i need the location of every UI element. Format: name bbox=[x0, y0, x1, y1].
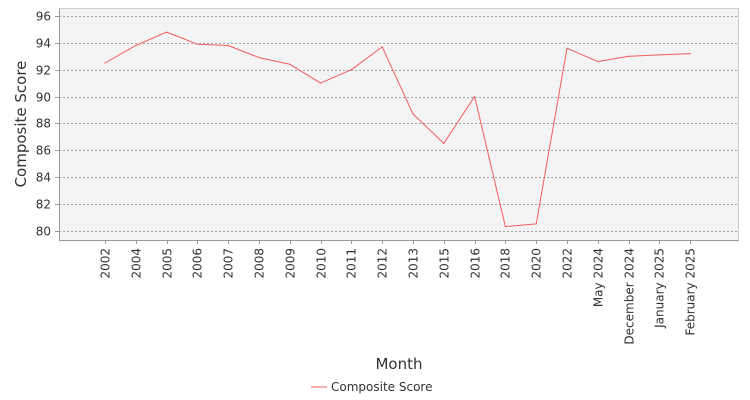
x-axis-ticks: 2002 2004 2005 2006 2007 2008 2009 2010 2011 2012… bbox=[99, 240, 698, 345]
x-axis-title: Month bbox=[375, 355, 422, 373]
y-tick-label-82: 82 bbox=[36, 198, 51, 212]
y-axis-ticks: 80 82 84 86 88 90 92 94 96 bbox=[36, 10, 59, 239]
x-tick-label-19: February 2025 bbox=[684, 248, 698, 336]
x-tick-label-17: December 2024 bbox=[623, 248, 637, 345]
series-layer bbox=[104, 31, 691, 228]
data-point-0-16 bbox=[597, 61, 599, 63]
x-tick-label-13: 2018 bbox=[499, 248, 513, 279]
x-tick-label-4: 2007 bbox=[222, 248, 236, 279]
data-point-0-6 bbox=[289, 63, 291, 65]
data-point-0-12 bbox=[474, 95, 476, 98]
data-point-0-1 bbox=[135, 44, 137, 47]
x-tick-label-6: 2009 bbox=[284, 248, 298, 279]
data-point-0-3 bbox=[196, 43, 198, 45]
plot-area bbox=[59, 8, 739, 240]
data-point-0-8 bbox=[350, 69, 352, 71]
data-point-0-7 bbox=[320, 82, 322, 84]
data-point-0-14 bbox=[535, 223, 537, 225]
data-point-0-4 bbox=[227, 44, 229, 47]
y-tick-label-80: 80 bbox=[36, 225, 51, 239]
x-tick-label-18: January 2025 bbox=[653, 248, 667, 329]
x-tick-label-5: 2008 bbox=[253, 248, 267, 279]
axes bbox=[59, 8, 739, 241]
series-line-0 bbox=[104, 31, 691, 228]
data-point-0-2 bbox=[166, 31, 168, 33]
data-point-0-15 bbox=[566, 47, 568, 49]
y-axis-title: Composite Score bbox=[12, 61, 30, 188]
data-point-0-13 bbox=[504, 226, 506, 228]
data-point-0-9 bbox=[381, 46, 383, 48]
x-tick-label-14: 2020 bbox=[530, 248, 544, 279]
data-point-0-10 bbox=[412, 113, 414, 115]
y-tick-label-90: 90 bbox=[36, 91, 51, 105]
x-tick-label-9: 2012 bbox=[376, 248, 390, 279]
x-tick-label-12: 2016 bbox=[469, 248, 483, 279]
y-tick-label-94: 94 bbox=[36, 37, 51, 51]
data-point-0-19 bbox=[689, 53, 691, 55]
x-tick-label-8: 2011 bbox=[345, 248, 359, 279]
data-point-0-11 bbox=[443, 142, 445, 144]
x-tick-label-2: 2005 bbox=[161, 248, 175, 279]
x-tick-label-7: 2010 bbox=[315, 248, 329, 279]
y-tick-label-86: 86 bbox=[36, 144, 51, 158]
x-tick-label-1: 2004 bbox=[130, 248, 144, 279]
x-tick-label-15: 2022 bbox=[561, 248, 575, 279]
data-point-0-5 bbox=[258, 57, 260, 59]
x-tick-label-0: 2002 bbox=[99, 248, 113, 279]
y-tick-label-96: 96 bbox=[36, 10, 51, 24]
data-point-0-0 bbox=[104, 62, 106, 64]
legend: Composite Score bbox=[311, 380, 432, 394]
x-tick-label-11: 2015 bbox=[438, 248, 452, 279]
x-tick-label-3: 2006 bbox=[191, 248, 205, 279]
y-tick-label-92: 92 bbox=[36, 64, 51, 78]
x-tick-label-16: May 2024 bbox=[592, 248, 606, 307]
legend-label: Composite Score bbox=[331, 380, 432, 394]
gridlines bbox=[59, 16, 739, 232]
y-tick-label-88: 88 bbox=[36, 117, 51, 131]
x-tick-label-10: 2013 bbox=[407, 248, 421, 279]
y-tick-label-84: 84 bbox=[36, 171, 51, 185]
data-point-0-18 bbox=[658, 54, 661, 56]
data-point-0-17 bbox=[628, 55, 630, 57]
